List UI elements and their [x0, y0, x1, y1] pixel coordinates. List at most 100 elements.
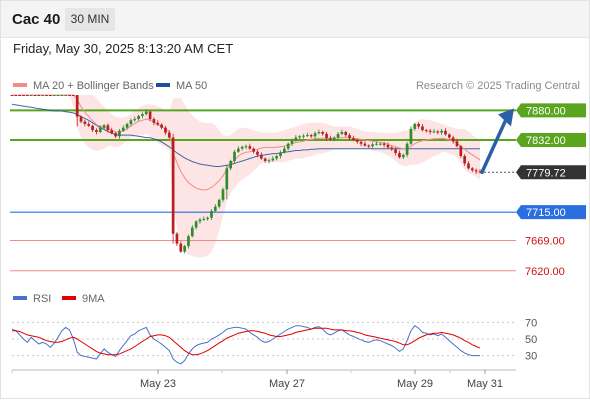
candle-body	[91, 125, 94, 131]
candle-body	[386, 144, 390, 148]
candle-body	[474, 170, 478, 172]
candle-body	[102, 125, 106, 128]
candle-body	[256, 151, 259, 155]
rsi-line	[11, 325, 480, 365]
candle-body	[398, 152, 401, 158]
candle-body	[175, 233, 179, 244]
candle-body	[302, 135, 305, 137]
candle-body	[133, 119, 137, 121]
candle-body	[447, 134, 451, 138]
candle-body	[95, 130, 98, 132]
candle-body	[348, 135, 351, 139]
candle-body	[267, 160, 271, 162]
candles	[10, 95, 482, 254]
candle-body	[22, 95, 25, 96]
timeframe-button[interactable]: 30 MIN	[65, 8, 115, 31]
candle-body	[401, 154, 405, 158]
candle-body	[229, 160, 232, 169]
legend-ma50-swatch	[156, 83, 170, 88]
candle-body	[382, 143, 386, 145]
candle-body	[363, 143, 367, 146]
last-price-label: 7779.72	[526, 167, 566, 179]
symbol-title: Cac 40	[12, 11, 61, 28]
candle-body	[198, 219, 202, 222]
candle-body	[390, 147, 394, 150]
price-levels	[10, 109, 516, 272]
candle-body	[467, 163, 470, 169]
x-tick-label: May 31	[467, 378, 503, 390]
candle-body	[321, 132, 325, 134]
candle-body	[336, 133, 340, 138]
forecast-arrow-head	[498, 108, 514, 127]
level-tag-7880.00	[516, 103, 586, 118]
candle-body	[421, 126, 424, 131]
candle-body	[371, 144, 374, 147]
candle-body	[56, 95, 60, 96]
candle-body	[64, 95, 68, 96]
candle-body	[29, 95, 33, 96]
candle-body	[217, 199, 221, 207]
candle-body	[221, 189, 225, 200]
candle-body	[244, 146, 248, 148]
x-tick-label: May 23	[140, 378, 176, 390]
candle-body	[210, 210, 213, 218]
candle-body	[164, 127, 167, 133]
rsi-panel: 70 50 30	[11, 317, 537, 365]
x-tick-label: May 27	[269, 378, 305, 390]
candle-body	[148, 111, 152, 120]
level-label-7832.00: 7832.00	[526, 135, 566, 147]
candle-body	[49, 95, 52, 96]
candle-body	[213, 206, 217, 211]
candle-body	[121, 127, 125, 131]
legend-9ma: 9MA	[62, 293, 105, 305]
level-label-7669.00: 7669.00	[525, 236, 565, 248]
rsi-9ma-line	[12, 327, 481, 356]
chart-datetime: Friday, May 30, 2025 8:13:20 AM CET	[13, 41, 234, 56]
candle-body	[160, 124, 163, 128]
candle-body	[141, 114, 144, 116]
candle-body	[137, 115, 140, 120]
top-bar: Cac 40 30 MIN	[0, 0, 590, 38]
legend-ma50: MA 50	[156, 80, 207, 92]
candle-body	[459, 146, 463, 157]
candle-body	[313, 133, 317, 137]
candle-body	[206, 217, 209, 219]
candle-body	[156, 122, 160, 125]
legend-9ma-swatch	[62, 296, 76, 301]
legend-9ma-label: 9MA	[82, 293, 105, 305]
level-label-7715.00: 7715.00	[526, 207, 566, 219]
level-labels: 7880.00 7832.00 7715.00 7669.00 7620.00 7779.…	[516, 103, 586, 278]
candle-body	[294, 137, 298, 141]
candle-body	[325, 133, 328, 139]
forecast-arrow	[480, 108, 514, 175]
candle-body	[202, 218, 206, 220]
candle-body	[444, 130, 447, 135]
candle-body	[129, 120, 133, 124]
candle-body	[436, 131, 440, 133]
candle-body	[317, 132, 321, 134]
legend-ma20-swatch	[13, 83, 27, 88]
candle-body	[233, 151, 236, 161]
candle-body	[440, 130, 443, 133]
legend-rsi-label: RSI	[33, 293, 52, 305]
x-axis: May 23 May 27 May 29 May 31	[11, 369, 516, 390]
level-tag-7832.00	[516, 133, 586, 148]
candle-body	[340, 132, 344, 134]
candle-body	[75, 95, 79, 117]
candle-body	[10, 95, 14, 96]
legend-ma20-bb: MA 20 + Bollinger Bands	[13, 80, 154, 92]
candle-body	[171, 137, 175, 234]
x-tick-label: May 29	[397, 378, 433, 390]
candle-body	[279, 152, 282, 157]
rsi-tick-label-70: 70	[525, 317, 537, 329]
last-price-tag	[516, 165, 586, 180]
candle-body	[275, 156, 279, 159]
candle-body	[72, 95, 75, 96]
candle-body	[194, 221, 198, 228]
candle-body	[52, 95, 56, 96]
candle-body	[225, 168, 229, 190]
moving-averages	[11, 94, 481, 191]
research-credit: Research © 2025 Trading Central	[415, 80, 580, 92]
candle-body	[424, 130, 428, 132]
